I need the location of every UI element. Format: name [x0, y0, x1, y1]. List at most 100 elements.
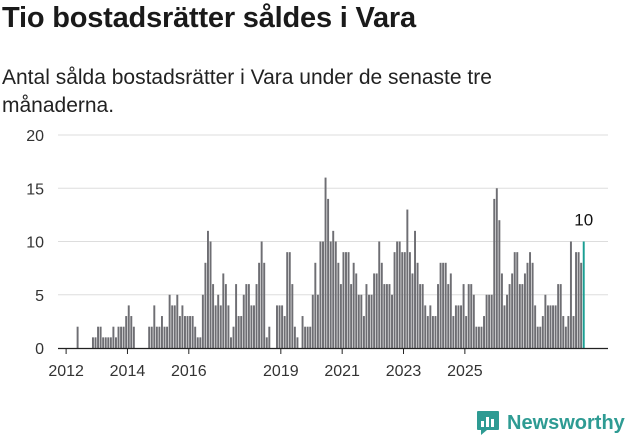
bar [99, 326, 102, 348]
y-axis-labels: 0 5 10 15 20 [26, 128, 44, 358]
bar [508, 284, 511, 348]
x-axis-ticks [65, 348, 466, 354]
bar [572, 316, 575, 348]
bar [388, 284, 391, 348]
bar [498, 220, 501, 348]
bar [224, 284, 227, 348]
bar [247, 284, 250, 348]
newsworthy-logo-icon [477, 411, 499, 435]
bar [283, 316, 286, 348]
bar [383, 284, 386, 348]
bar [523, 273, 526, 348]
bar [470, 284, 473, 348]
bar [490, 294, 493, 348]
bar [516, 252, 519, 348]
bar [408, 252, 411, 348]
x-tick-label: 2021 [324, 363, 360, 380]
bar [281, 305, 284, 348]
bar [316, 294, 319, 348]
bar [472, 294, 475, 348]
bar [549, 305, 552, 348]
bar [368, 294, 370, 348]
bar [127, 305, 130, 348]
bar [191, 316, 194, 348]
bar [447, 284, 450, 348]
bar [314, 262, 317, 348]
bar [345, 252, 347, 348]
bar [580, 262, 583, 348]
bar [541, 316, 544, 348]
bar [304, 326, 307, 348]
bar [411, 273, 414, 348]
bar [437, 284, 439, 348]
bar [483, 316, 485, 348]
bar [467, 284, 470, 348]
y-tick-label: 5 [35, 288, 44, 305]
bar [227, 305, 230, 348]
bar [240, 316, 243, 348]
chart-title: Tio bostadsrätter såldes i Vara [2, 2, 416, 34]
bar [97, 326, 100, 348]
bar [401, 252, 404, 348]
bar [194, 326, 197, 348]
bar [526, 262, 529, 348]
bar [291, 284, 294, 348]
bar [332, 230, 335, 348]
bar [449, 273, 452, 348]
bar [212, 284, 215, 348]
x-tick-label: 2025 [447, 363, 483, 380]
bar [493, 198, 496, 348]
bar [391, 294, 393, 348]
bar [495, 188, 498, 348]
bar [559, 284, 562, 348]
bar [207, 230, 209, 348]
bar [362, 316, 365, 348]
bar [339, 284, 342, 348]
bar [288, 252, 291, 348]
bar [112, 326, 115, 348]
bar [324, 177, 327, 348]
bar [199, 337, 202, 348]
bar [539, 326, 542, 348]
bar [91, 337, 94, 348]
bar [235, 284, 238, 348]
bar [296, 337, 299, 348]
bar [306, 326, 309, 348]
bar [204, 262, 207, 348]
bar [309, 326, 312, 348]
bar [184, 316, 186, 348]
bar [242, 294, 245, 348]
bar [546, 305, 549, 348]
bar [268, 326, 271, 348]
bar [120, 326, 123, 348]
bar [513, 252, 516, 348]
bar [475, 326, 478, 348]
bar [130, 316, 133, 348]
bar [477, 326, 480, 348]
bar [564, 326, 567, 348]
bar [171, 305, 174, 348]
bar [253, 305, 255, 348]
bar [500, 273, 503, 348]
bar [278, 305, 281, 348]
bar [385, 284, 388, 348]
bar [521, 284, 524, 348]
bar [503, 305, 506, 348]
bar [293, 326, 296, 348]
bar [414, 230, 416, 348]
bar [104, 337, 107, 348]
bar [168, 294, 171, 348]
bar [452, 316, 455, 348]
bar [375, 273, 378, 348]
bar [406, 209, 409, 348]
x-tick-label: 2012 [48, 363, 84, 380]
bars [76, 177, 585, 348]
x-tick-label: 2014 [110, 363, 146, 380]
bar [421, 284, 424, 348]
bar [189, 316, 192, 348]
last-value-annotation: 10 [574, 211, 593, 230]
bar [329, 241, 332, 348]
bar [355, 273, 358, 348]
bar [424, 305, 427, 348]
bar [237, 316, 240, 348]
